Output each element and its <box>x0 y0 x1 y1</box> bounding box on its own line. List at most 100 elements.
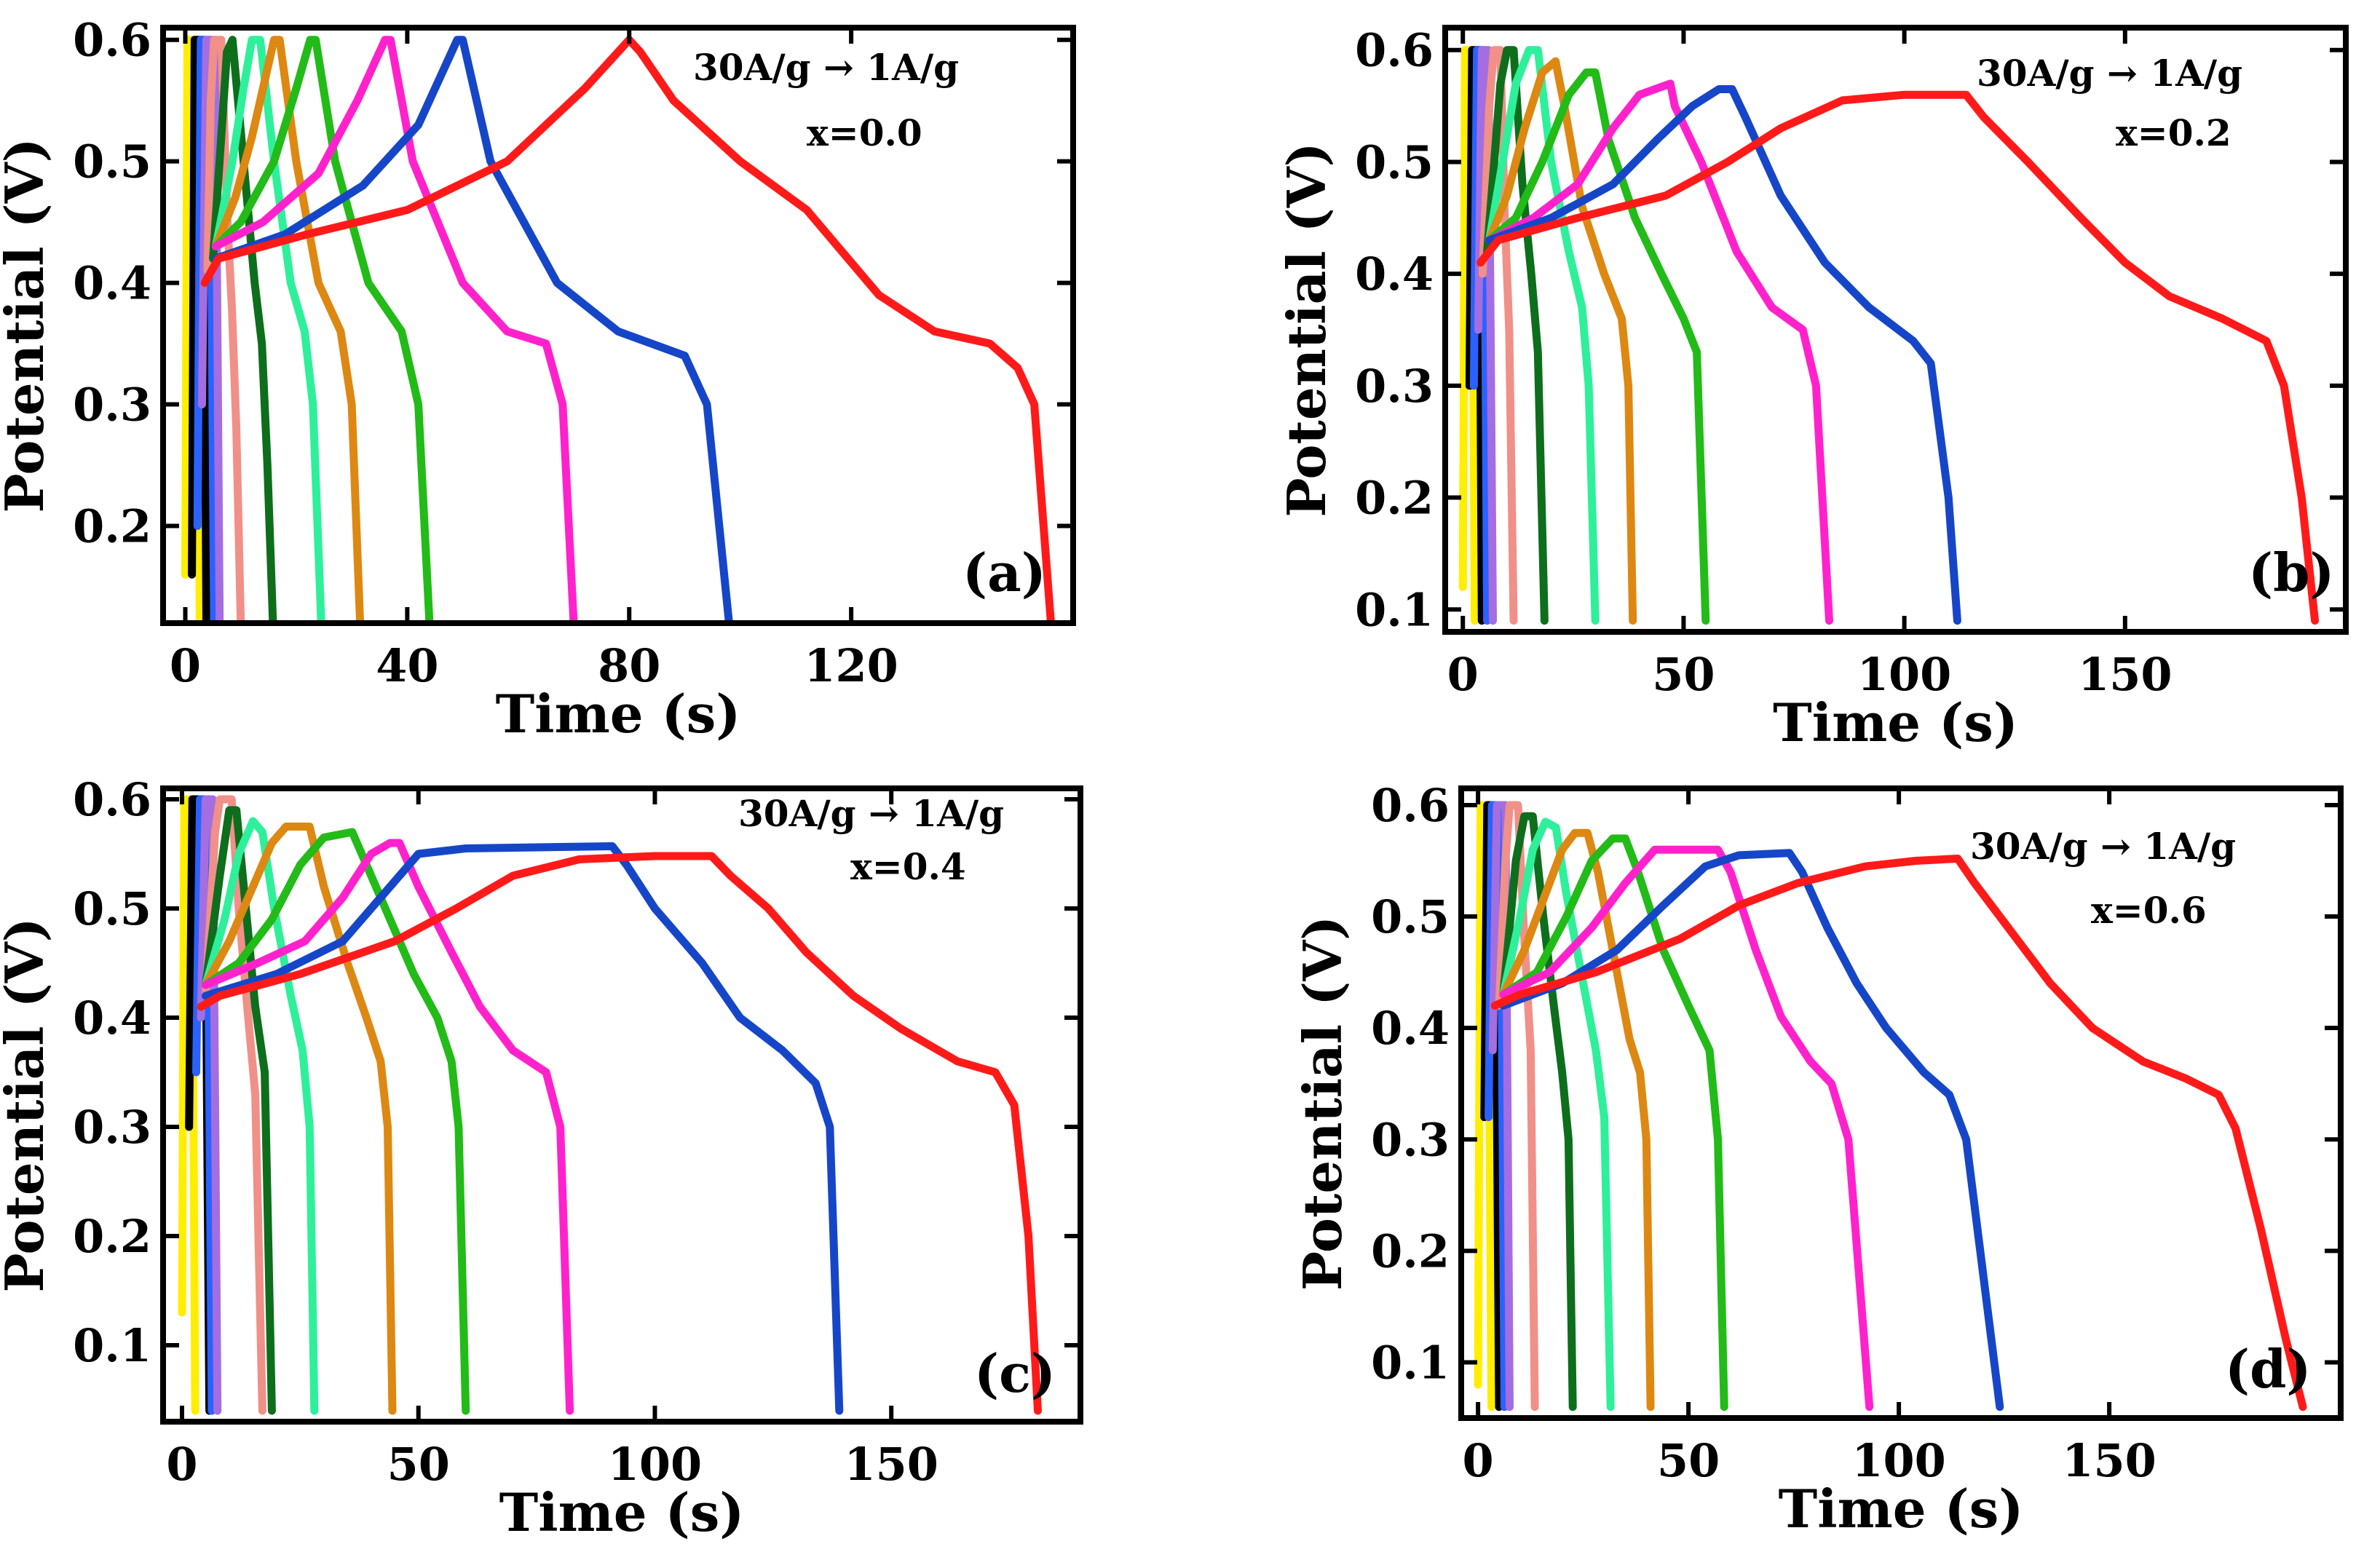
series-line-5 <box>1495 801 1539 1411</box>
y-tick-label: 0.2 <box>73 499 151 553</box>
series-line-10 <box>1499 845 1874 1411</box>
series-group <box>1458 46 2320 625</box>
series-line-7 <box>1485 46 1600 625</box>
x-tick-label: 0 <box>166 1438 197 1491</box>
series-line-12 <box>197 852 1042 1415</box>
y-tick-label: 0.2 <box>1371 1224 1450 1278</box>
panel-letter: (b) <box>2248 542 2334 603</box>
series-line-7 <box>1499 817 1615 1411</box>
y-tick-label: 0.3 <box>1371 1113 1450 1166</box>
y-tick-label: 0.4 <box>1355 248 1434 301</box>
x-tick-label: 50 <box>1657 1434 1720 1487</box>
x-axis-label: Time (s) <box>1779 1478 2024 1540</box>
y-axis-label: Potential (V) <box>1292 916 1353 1291</box>
y-axis-label: Potential (V) <box>1276 142 1337 517</box>
series-line-12 <box>1490 855 2307 1411</box>
x-tick-label: 50 <box>1652 648 1715 701</box>
panel-d: 0 50 100 150 0.1 0.2 0.3 0.4 0.5 0.6 Time (s) Poten… <box>1292 779 2344 1540</box>
series-line-11 <box>1499 849 2004 1411</box>
panel-letter: (d) <box>2225 1338 2311 1400</box>
panel-a: 0 40 80 120 0.2 0.3 0.4 0.5 0.6 Time (s) Potential… <box>0 14 1076 745</box>
composition-label: x=0.4 <box>850 845 966 888</box>
rate-annotation: 30A/g → 1A/g <box>1970 825 2236 868</box>
series-line-4 <box>1474 46 1497 625</box>
panel-b: 0 50 100 150 0.1 0.2 0.3 0.4 0.5 0.6 Time (s) Poten… <box>1276 24 2349 753</box>
x-tick-label: 120 <box>804 639 898 692</box>
series-group <box>181 36 1055 623</box>
panel-letter: (a) <box>962 542 1046 603</box>
plot-frame <box>1458 785 2344 1421</box>
x-axis-label: Time (s) <box>499 1481 745 1543</box>
composition-label: x=0.6 <box>2091 889 2207 932</box>
y-tick-label: 0.3 <box>1355 360 1434 413</box>
y-tick-label: 0.6 <box>1371 779 1450 832</box>
x-tick-label: 150 <box>844 1438 938 1491</box>
series-line-7 <box>202 817 319 1415</box>
y-tick-label: 0.1 <box>73 1319 151 1372</box>
x-axis-label: Time (s) <box>1773 692 2018 753</box>
plot-frame <box>160 785 1083 1425</box>
x-axis-label: Time (s) <box>496 683 741 745</box>
x-tick-label: 0 <box>170 639 201 692</box>
plot-frame <box>1442 25 2349 635</box>
series-line-1 <box>178 795 199 1415</box>
y-tick-label: 0.5 <box>1371 890 1450 943</box>
y-tick-label: 0.5 <box>73 135 151 189</box>
series-line-5 <box>1479 46 1518 625</box>
series-line-11 <box>1485 85 1961 625</box>
series-line-11 <box>202 842 844 1415</box>
series-line-7 <box>211 36 325 623</box>
y-tick-label: 0.4 <box>73 257 151 310</box>
series-line-6 <box>1499 812 1577 1411</box>
series-line-9 <box>211 36 434 623</box>
y-tick-label: 0.5 <box>73 882 151 935</box>
composition-label: x=0.2 <box>2116 111 2231 154</box>
y-tick-label: 0.2 <box>73 1210 151 1263</box>
series-line-11 <box>211 36 733 623</box>
x-tick-label: 50 <box>387 1438 450 1491</box>
x-tick-label: 150 <box>2078 648 2172 701</box>
series-line-12 <box>1476 90 2320 625</box>
series-line-10 <box>1485 79 1833 625</box>
y-axis-label: Potential (V) <box>0 917 55 1292</box>
series-line-8 <box>1499 828 1655 1411</box>
series-line-8 <box>202 823 397 1415</box>
series-line-9 <box>1485 68 1710 625</box>
panel-c: 0 50 100 150 0.1 0.2 0.3 0.4 0.5 0.6 Time (s) Poten… <box>0 773 1083 1543</box>
rate-annotation: 30A/g → 1A/g <box>693 46 959 89</box>
plot-frame <box>160 25 1076 626</box>
series-group <box>178 795 1042 1415</box>
rate-annotation: 30A/g → 1A/g <box>738 792 1004 835</box>
y-tick-label: 0.1 <box>1355 583 1434 636</box>
series-line-6 <box>209 36 277 623</box>
series-line-6 <box>1483 46 1549 625</box>
y-tick-label: 0.4 <box>73 991 151 1045</box>
series-line-4 <box>197 795 222 1415</box>
x-tick-label: 100 <box>1857 648 1951 701</box>
y-tick-label: 0.3 <box>73 379 151 432</box>
x-tick-label: 0 <box>1463 1434 1494 1487</box>
series-line-9 <box>1499 834 1728 1411</box>
series-line-12 <box>200 36 1055 623</box>
y-tick-label: 0.6 <box>1355 24 1434 77</box>
series-line-4 <box>1488 801 1514 1411</box>
x-tick-label: 150 <box>2062 1434 2156 1487</box>
y-tick-label: 0.3 <box>73 1101 151 1154</box>
x-tick-label: 0 <box>1447 648 1479 701</box>
series-line-8 <box>211 36 365 623</box>
y-tick-label: 0.4 <box>1371 1002 1450 1055</box>
rate-annotation: 30A/g → 1A/g <box>1977 52 2242 95</box>
y-tick-label: 0.6 <box>73 14 151 67</box>
x-tick-label: 100 <box>1851 1434 1945 1487</box>
x-tick-label: 80 <box>598 639 660 692</box>
y-tick-label: 0.2 <box>1355 472 1434 525</box>
y-tick-label: 0.5 <box>1355 135 1434 189</box>
x-tick-label: 100 <box>608 1438 702 1491</box>
y-axis-label: Potential (V) <box>0 138 55 512</box>
x-tick-label: 40 <box>376 639 438 692</box>
series-line-9 <box>202 828 470 1415</box>
y-tick-label: 0.1 <box>1371 1336 1450 1389</box>
y-tick-label: 0.6 <box>73 773 151 826</box>
panel-letter: (c) <box>974 1342 1056 1404</box>
